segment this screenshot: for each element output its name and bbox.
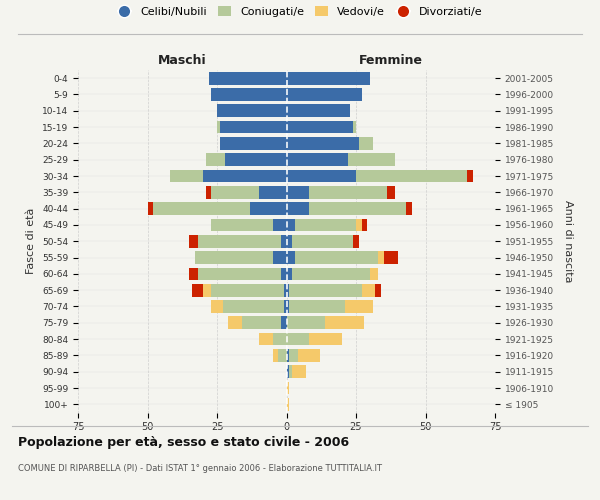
Bar bbox=[292, 268, 370, 280]
Bar bbox=[220, 120, 287, 134]
Bar bbox=[406, 202, 412, 215]
Bar bbox=[189, 268, 197, 280]
Bar bbox=[353, 235, 359, 248]
Bar bbox=[287, 218, 295, 232]
Bar bbox=[284, 284, 287, 296]
Bar bbox=[309, 202, 406, 215]
Bar bbox=[467, 170, 473, 182]
Bar bbox=[384, 251, 398, 264]
Bar bbox=[295, 218, 356, 232]
Bar bbox=[287, 137, 359, 150]
Bar bbox=[386, 186, 395, 198]
Bar bbox=[287, 251, 295, 264]
Bar bbox=[211, 88, 287, 101]
Bar bbox=[203, 284, 211, 296]
Bar bbox=[206, 186, 211, 198]
Bar bbox=[272, 349, 278, 362]
Bar bbox=[220, 137, 287, 150]
Bar bbox=[226, 154, 287, 166]
Bar bbox=[345, 300, 373, 313]
Bar bbox=[309, 332, 342, 345]
Bar bbox=[325, 316, 364, 329]
Bar bbox=[289, 284, 362, 296]
Y-axis label: Anni di nascita: Anni di nascita bbox=[563, 200, 574, 282]
Bar bbox=[228, 316, 242, 329]
Bar bbox=[292, 235, 353, 248]
Bar bbox=[287, 398, 289, 410]
Bar bbox=[287, 300, 289, 313]
Bar bbox=[353, 120, 356, 134]
Bar bbox=[287, 235, 292, 248]
Bar bbox=[272, 218, 287, 232]
Bar bbox=[206, 154, 226, 166]
Bar bbox=[289, 366, 292, 378]
Bar bbox=[370, 268, 378, 280]
Bar bbox=[362, 218, 367, 232]
Bar bbox=[287, 382, 289, 394]
Bar bbox=[272, 251, 287, 264]
Bar bbox=[292, 366, 306, 378]
Bar bbox=[281, 268, 287, 280]
Bar bbox=[287, 202, 309, 215]
Bar bbox=[148, 202, 153, 215]
Bar bbox=[287, 349, 289, 362]
Bar bbox=[309, 186, 386, 198]
Bar bbox=[259, 186, 287, 198]
Bar bbox=[242, 316, 281, 329]
Bar bbox=[289, 349, 298, 362]
Bar bbox=[287, 186, 309, 198]
Bar bbox=[287, 366, 289, 378]
Text: Maschi: Maschi bbox=[158, 54, 206, 66]
Bar bbox=[209, 72, 287, 85]
Bar bbox=[272, 332, 287, 345]
Bar bbox=[298, 349, 320, 362]
Bar bbox=[376, 284, 381, 296]
Bar bbox=[211, 218, 272, 232]
Y-axis label: Fasce di età: Fasce di età bbox=[26, 208, 37, 274]
Bar bbox=[295, 251, 378, 264]
Text: COMUNE DI RIPARBELLA (PI) - Dati ISTAT 1° gennaio 2006 - Elaborazione TUTTITALIA: COMUNE DI RIPARBELLA (PI) - Dati ISTAT 1… bbox=[18, 464, 382, 473]
Bar bbox=[192, 284, 203, 296]
Bar bbox=[211, 300, 223, 313]
Bar bbox=[287, 332, 309, 345]
Bar bbox=[197, 235, 281, 248]
Bar bbox=[189, 235, 197, 248]
Bar bbox=[170, 170, 203, 182]
Bar bbox=[281, 235, 287, 248]
Legend: Celibi/Nubili, Coniugati/e, Vedovi/e, Divorziati/e: Celibi/Nubili, Coniugati/e, Vedovi/e, Di… bbox=[115, 3, 485, 20]
Bar bbox=[278, 349, 287, 362]
Bar bbox=[284, 300, 287, 313]
Bar bbox=[203, 170, 287, 182]
Text: Femmine: Femmine bbox=[359, 54, 423, 66]
Bar bbox=[287, 154, 347, 166]
Bar bbox=[223, 300, 284, 313]
Bar bbox=[362, 284, 376, 296]
Bar bbox=[217, 104, 287, 117]
Bar bbox=[259, 332, 272, 345]
Bar bbox=[287, 88, 362, 101]
Bar bbox=[356, 218, 362, 232]
Bar bbox=[281, 316, 287, 329]
Bar bbox=[287, 268, 292, 280]
Bar bbox=[287, 104, 350, 117]
Bar bbox=[211, 284, 284, 296]
Bar bbox=[356, 170, 467, 182]
Bar bbox=[195, 251, 272, 264]
Bar bbox=[287, 170, 356, 182]
Bar bbox=[287, 120, 353, 134]
Bar bbox=[217, 120, 220, 134]
Bar bbox=[378, 251, 384, 264]
Bar bbox=[289, 300, 345, 313]
Bar bbox=[287, 72, 370, 85]
Bar bbox=[197, 268, 281, 280]
Bar bbox=[287, 284, 289, 296]
Text: Popolazione per età, sesso e stato civile - 2006: Popolazione per età, sesso e stato civil… bbox=[18, 436, 349, 449]
Bar bbox=[211, 186, 259, 198]
Bar bbox=[347, 154, 395, 166]
Bar bbox=[359, 137, 373, 150]
Bar bbox=[287, 316, 325, 329]
Bar bbox=[153, 202, 250, 215]
Bar bbox=[250, 202, 287, 215]
